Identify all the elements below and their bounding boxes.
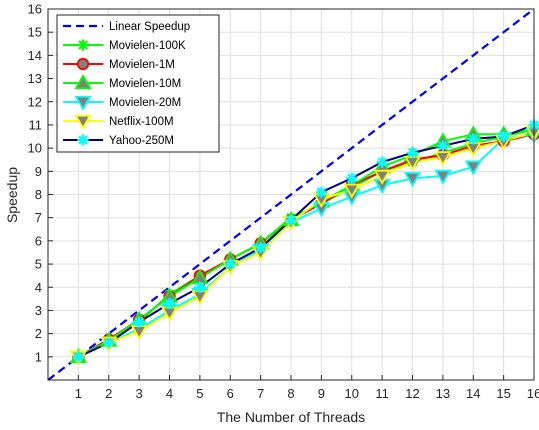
y-tick-label: 14 xyxy=(28,48,42,63)
y-tick-label: 6 xyxy=(35,233,42,248)
x-tick-label: 4 xyxy=(166,386,173,401)
y-tick-label: 4 xyxy=(35,280,42,295)
x-tick-label: 2 xyxy=(105,386,112,401)
y-tick-label: 10 xyxy=(28,141,42,156)
legend-item: Movielen-1M xyxy=(63,57,175,71)
data-point xyxy=(498,130,510,143)
y-tick-label: 9 xyxy=(35,164,42,179)
legend-label: Movielen-10M xyxy=(109,78,181,90)
data-point xyxy=(133,316,145,328)
y-axis-title: Speedup xyxy=(4,167,20,223)
legend-item: Yahoo-250M xyxy=(63,134,174,147)
x-tick-label: 1 xyxy=(75,386,82,401)
x-tick-label: 10 xyxy=(345,386,359,401)
data-point xyxy=(464,160,482,176)
data-point xyxy=(437,140,449,152)
series-line-netflix-100m xyxy=(77,130,535,358)
data-point xyxy=(406,147,419,159)
data-point xyxy=(403,172,422,188)
series-line-movielen-20m xyxy=(77,133,535,358)
x-tick-label: 5 xyxy=(196,386,203,401)
legend-item: Linear Speedup xyxy=(63,21,190,33)
data-point xyxy=(72,351,84,363)
x-tick-label: 3 xyxy=(136,386,143,401)
y-tick-label: 12 xyxy=(28,94,42,109)
y-tick-label: 7 xyxy=(35,210,42,225)
x-tick-label: 7 xyxy=(257,386,264,401)
legend-label: Movielen-100K xyxy=(109,40,186,52)
data-point xyxy=(255,242,267,254)
y-tick-label: 8 xyxy=(35,187,42,202)
x-tick-label: 6 xyxy=(227,386,234,401)
x-tick-label: 15 xyxy=(496,386,510,401)
data-point xyxy=(194,281,206,293)
x-tick-label: 16 xyxy=(527,386,539,401)
y-tick-label: 1 xyxy=(35,349,42,364)
y-tick-label: 3 xyxy=(35,303,42,318)
legend-label: Movielen-1M xyxy=(109,59,175,71)
legend-marker-swatch xyxy=(77,39,89,51)
legend-label: Movielen-20M xyxy=(109,97,181,109)
x-axis-title: The Number of Threads xyxy=(217,409,365,425)
y-tick-label: 5 xyxy=(35,257,42,272)
x-tick-label: 11 xyxy=(375,386,389,401)
legend: Linear Speedup Movielen-100K Movielen-1M Mo… xyxy=(56,14,220,153)
x-tick-label: 12 xyxy=(405,386,419,401)
y-tick-label: 15 xyxy=(28,25,42,40)
legend-marker-swatch xyxy=(74,114,92,130)
data-point xyxy=(376,156,388,168)
y-tick-label: 2 xyxy=(35,326,42,341)
data-point xyxy=(285,214,297,226)
legend-label: Netflix-100M xyxy=(109,116,174,128)
data-point xyxy=(373,169,391,185)
legend-label: Yahoo-250M xyxy=(109,135,174,147)
legend-item: Movielen-100K xyxy=(63,39,186,52)
series-markers xyxy=(69,119,539,366)
series-line-yahoo-250m xyxy=(77,124,535,358)
legend-label: Linear Speedup xyxy=(109,21,190,33)
x-tick-label: 8 xyxy=(287,386,294,401)
data-point xyxy=(224,258,236,270)
legend-item: Movielen-10M xyxy=(63,74,181,90)
series-line-linear-speedup xyxy=(47,8,535,381)
data-point xyxy=(346,172,358,184)
legend-item: Netflix-100M xyxy=(63,114,174,130)
legend-marker-swatch xyxy=(74,74,92,90)
data-point xyxy=(343,183,361,199)
data-point xyxy=(103,337,115,349)
x-tick-label: 14 xyxy=(466,386,480,401)
legend-marker-swatch xyxy=(74,95,92,111)
y-tick-label: 11 xyxy=(29,117,43,132)
data-point xyxy=(434,151,452,167)
axis-ticks: 1 2 3 4 5 6 7 8 9 10 11 12 13 14 15 1612345678910111213… xyxy=(28,2,539,402)
data-point xyxy=(315,186,327,198)
series-lines xyxy=(47,8,535,381)
legend-marker-swatch xyxy=(77,134,89,146)
data-point xyxy=(467,133,479,145)
legend-item: Movielen-20M xyxy=(63,95,181,111)
x-tick-label: 9 xyxy=(318,386,325,401)
y-tick-label: 13 xyxy=(28,71,42,86)
data-point xyxy=(434,169,452,185)
x-tick-label: 13 xyxy=(436,386,450,401)
legend-marker-swatch xyxy=(76,57,90,71)
y-tick-label: 16 xyxy=(28,2,42,17)
data-point xyxy=(163,297,176,310)
